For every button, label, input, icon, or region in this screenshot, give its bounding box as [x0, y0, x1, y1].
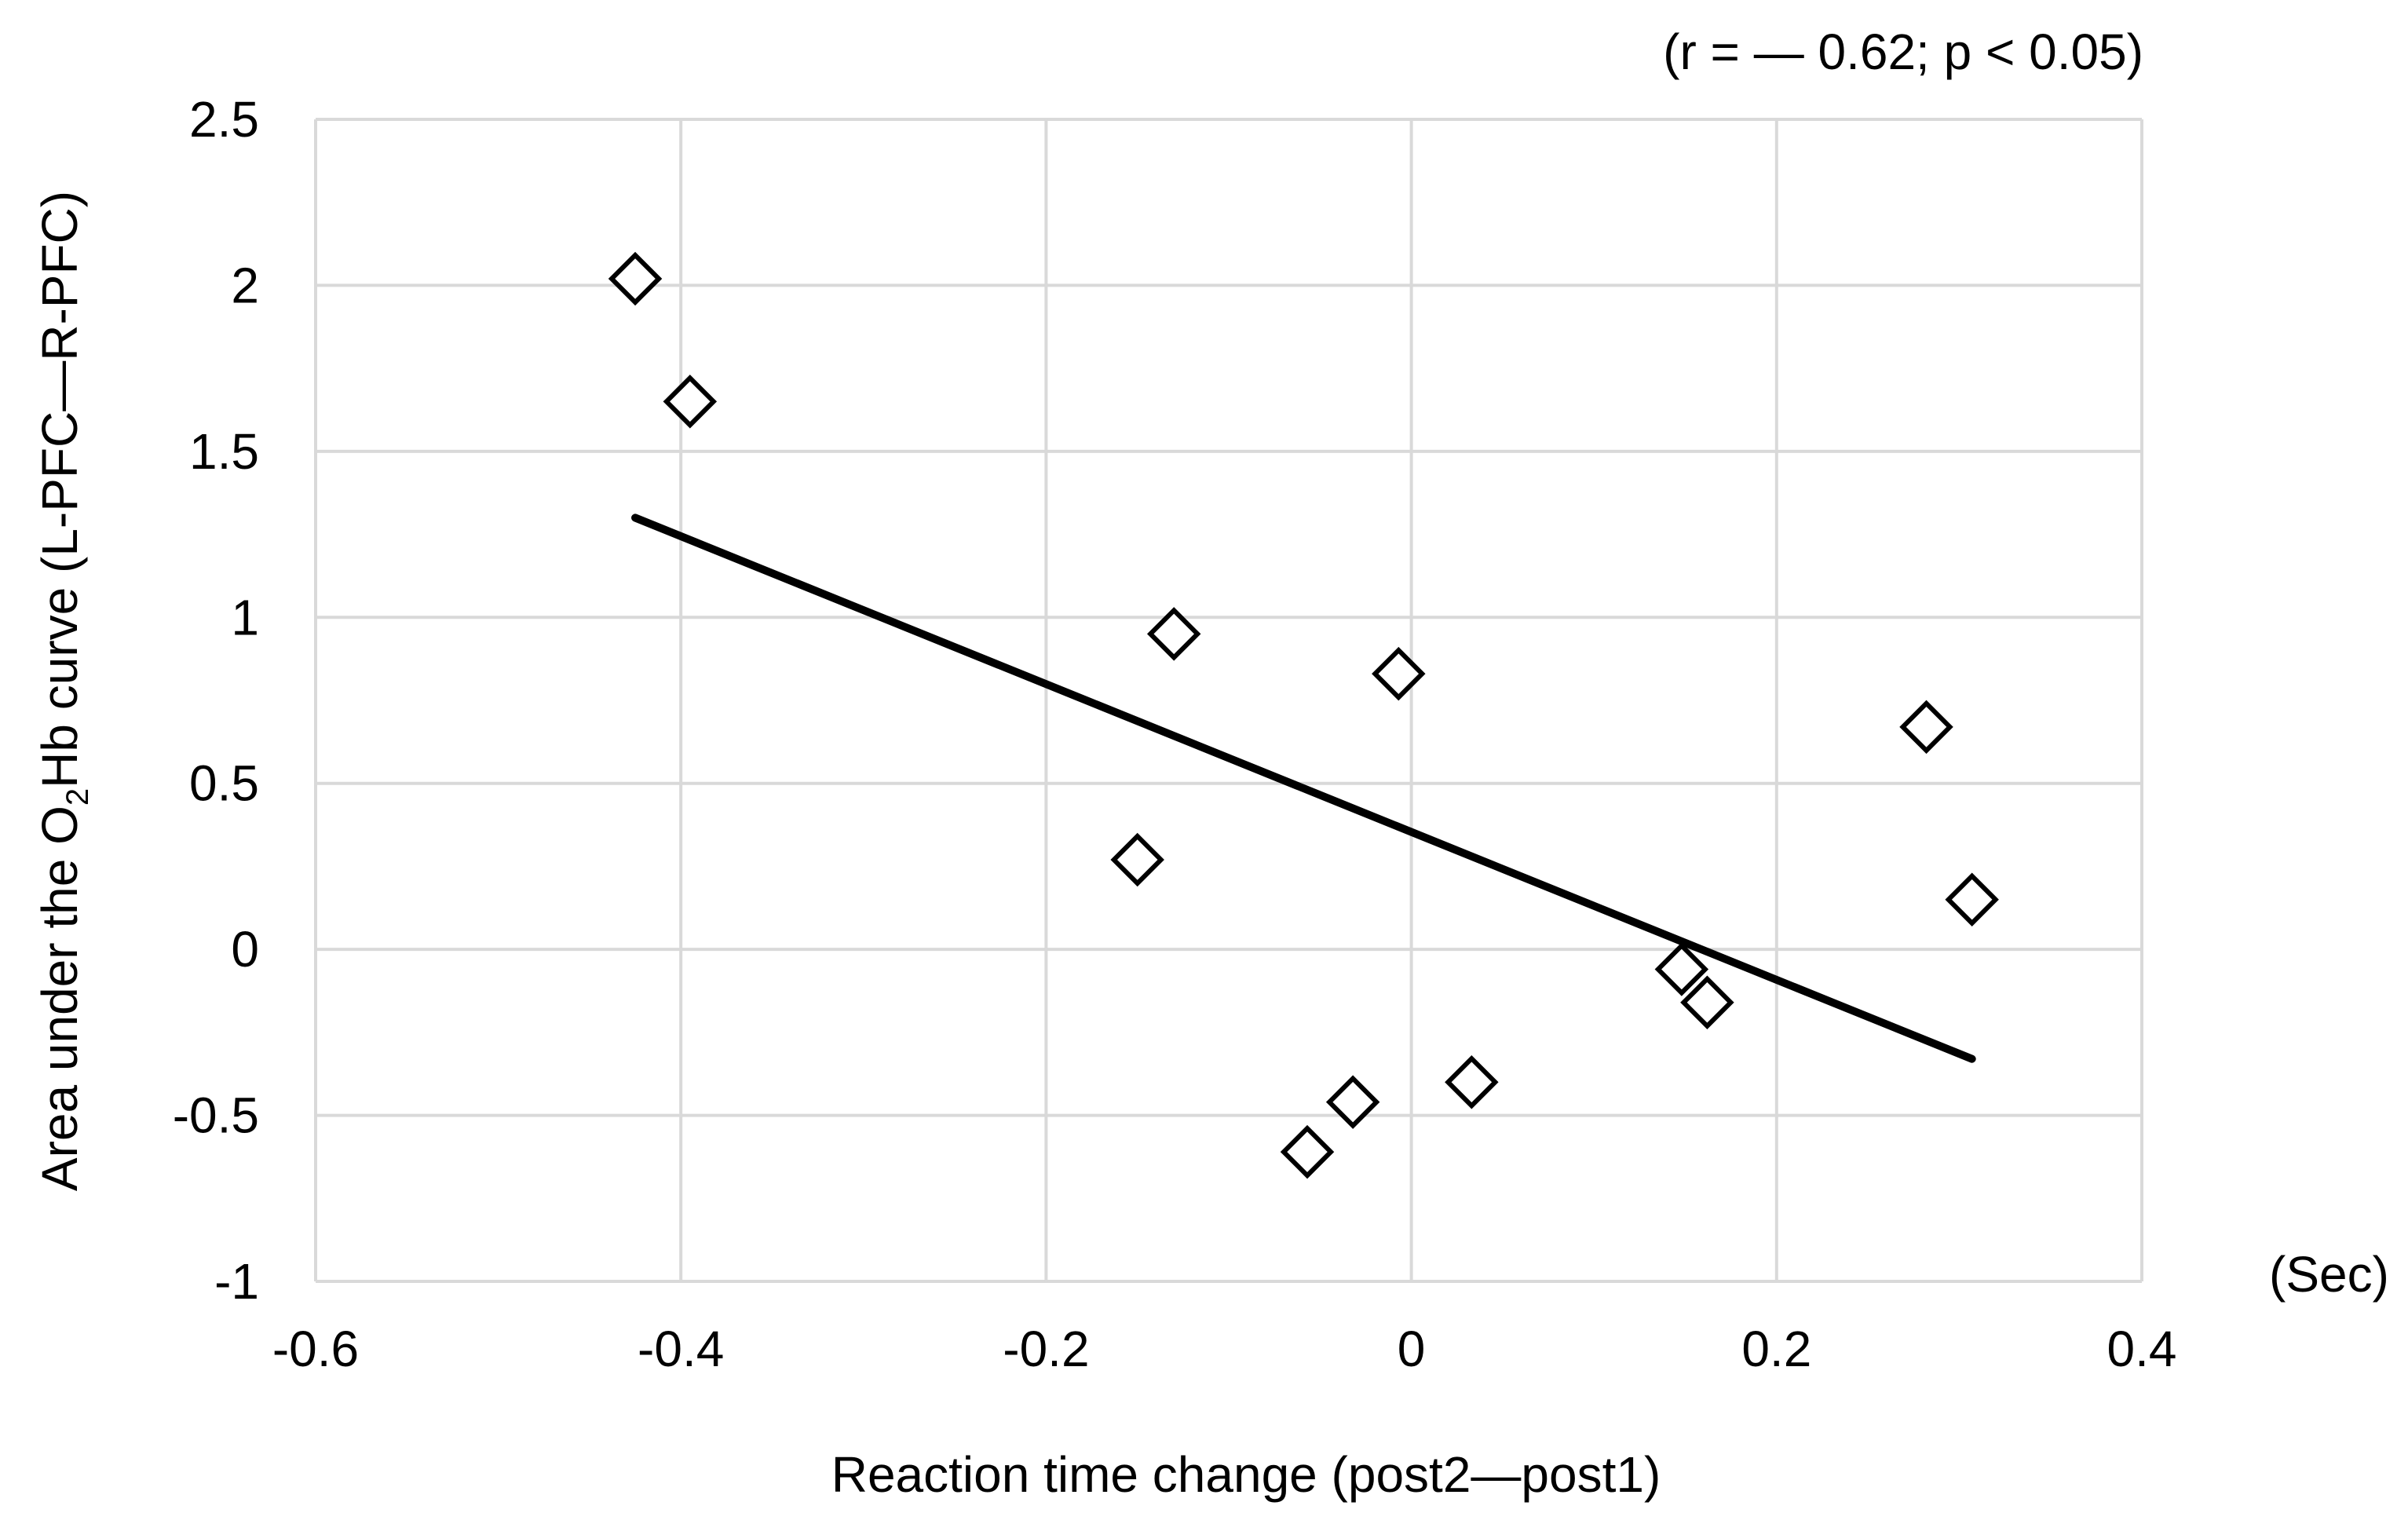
data-point-diamond [663, 375, 718, 429]
x-tick-label: -0.4 [638, 1321, 724, 1377]
x-axis-title: Reaction time change (post2—post1) [831, 1446, 1661, 1503]
data-point-diamond [1110, 832, 1164, 887]
x-tick-label: 0.2 [1741, 1321, 1811, 1377]
x-tick-label: 0.4 [2107, 1321, 2177, 1377]
y-tick-label: 0 [231, 921, 259, 978]
y-axis-title-main: Area under the O [31, 806, 88, 1191]
data-point-diamond [1680, 975, 1734, 1030]
y-axis-tick-labels: 2.5 2 1.5 1 0.5 0 -0.5 -1 [173, 91, 259, 1310]
correlation-annotation: (r = — 0.62; p < 0.05) [1663, 24, 2143, 80]
y-axis-title: Area under the O2Hb curve (L-PFC—R-PFC) [31, 191, 95, 1191]
x-axis-unit: (Sec) [2269, 1246, 2389, 1303]
y-tick-label: -0.5 [173, 1087, 259, 1144]
y-tick-label: -1 [214, 1253, 259, 1310]
y-tick-label: 1 [231, 589, 259, 645]
y-tick-label: 0.5 [189, 755, 259, 812]
y-tick-label: 2 [231, 257, 259, 313]
x-tick-label: -0.2 [1003, 1321, 1089, 1377]
data-point-diamond [1372, 646, 1426, 701]
data-point-diamond [1146, 607, 1201, 661]
data-point-diamond [1280, 1124, 1335, 1179]
x-tick-label: 0 [1398, 1321, 1426, 1377]
data-point-diamond [1654, 942, 1709, 996]
x-axis-tick-labels: -0.6 -0.4 -0.2 0 0.2 0.4 [272, 1321, 2177, 1377]
grid [314, 118, 2143, 1283]
data-point-diamond [1899, 700, 1953, 755]
data-points [608, 251, 1999, 1179]
data-point-diamond [1945, 872, 1999, 926]
data-point-diamond [1325, 1075, 1380, 1129]
trendline [631, 513, 1976, 1063]
data-point-diamond [1445, 1055, 1499, 1109]
trendline-group [631, 513, 1976, 1063]
y-tick-label: 2.5 [189, 91, 259, 148]
data-point-diamond [608, 251, 663, 306]
y-axis-title-subscript: 2 [60, 788, 95, 806]
x-tick-label: -0.6 [272, 1321, 359, 1377]
y-tick-label: 1.5 [189, 423, 259, 480]
y-axis-title-rest: Hb curve (L-PFC—R-PFC) [31, 191, 88, 788]
